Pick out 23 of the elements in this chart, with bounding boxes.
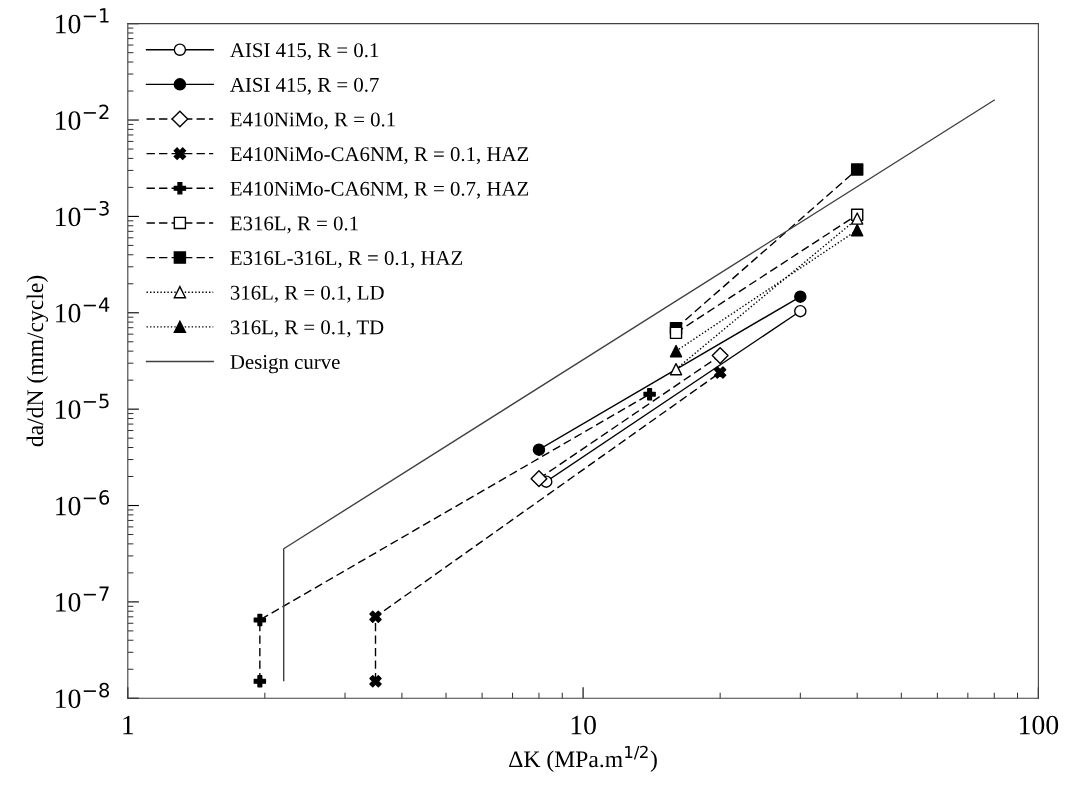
x-tick-label: 10: [571, 715, 596, 735]
y-tick-label: 10$^{−6}$: [56, 490, 110, 516]
legend-label: E316L, R = 0.1: [230, 216, 358, 234]
y-tick-label: 10$^{−2}$: [56, 104, 109, 130]
legend-label: AISI 415, R = 0.1: [230, 43, 379, 61]
y-tick-label: 10$^{−4}$: [56, 297, 110, 323]
legend-label: Design curve: [230, 355, 340, 374]
x-tick-label: 100: [1019, 715, 1059, 735]
legend-label: E316L-316L, R = 0.1, HAZ: [230, 251, 463, 269]
legend-label: E410NiMo, R = 0.1: [230, 112, 395, 130]
legend-label: AISI 415, R = 0.7: [230, 77, 379, 95]
y-tick-label: 10$^{−3}$: [56, 200, 109, 227]
y-axis-title: da/dN (mm/cycle): [26, 275, 49, 447]
y-tick-label: 10$^{−7}$: [56, 586, 109, 612]
y-tick-label: 10$^{−8}$: [56, 682, 110, 709]
legend-label: E410NiMo-CA6NM, R = 0.7, HAZ: [230, 181, 529, 199]
x-tick-label: 1: [123, 715, 134, 735]
legend-label: E410NiMo-CA6NM, R = 0.1, HAZ: [230, 147, 529, 165]
x-axis-title: ΔK (MPa.m$^{1/2}$): [509, 745, 657, 773]
legend-label: 316L, R = 0.1, TD: [230, 320, 384, 338]
y-tick-label: 10$^{−1}$: [56, 8, 109, 34]
y-tick-label: 10$^{−5}$: [56, 393, 109, 419]
legend-label: 316L, R = 0.1, LD: [230, 285, 384, 303]
